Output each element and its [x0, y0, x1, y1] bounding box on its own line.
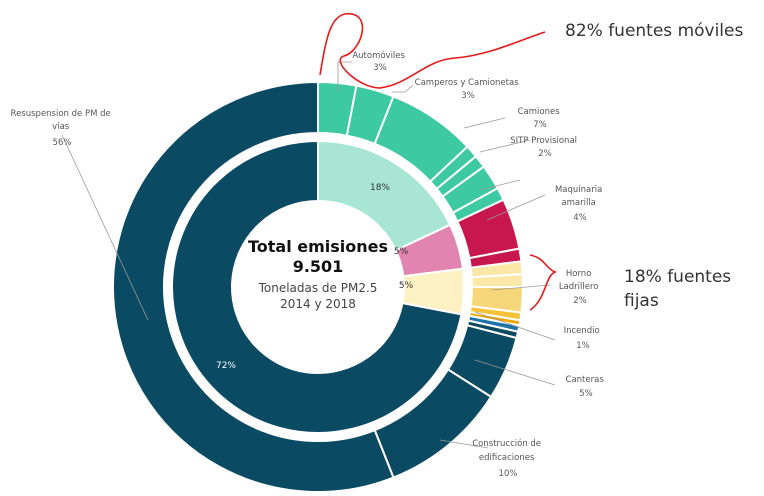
fixed-sources-annotation-line1: 18% fuentes: [624, 267, 731, 287]
label-camperos: Camperos y Camionetas 3%: [415, 78, 522, 101]
annotation-curves: [319, 12, 558, 311]
center-value: 9.501: [293, 257, 344, 276]
leader-lines: [61, 61, 556, 449]
label-construccion: Construcción de edificaciones 10%: [472, 438, 544, 479]
label-resuspension: Resuspension de PM de vías 56%: [11, 109, 114, 148]
label-automoviles: Automóviles 3%: [352, 50, 407, 73]
center-title: Total emisiones: [248, 237, 388, 256]
label-horno: Horno Ladrillero 2%: [559, 269, 601, 306]
label-camiones: Camiones 7%: [518, 107, 563, 130]
inner-ring: [171, 139, 465, 434]
outer-ring-slice: [470, 273, 525, 288]
center-hole: [232, 201, 404, 373]
label-sitp: SITP Provisional 2%: [510, 136, 579, 159]
mobile-sources-annotation: 82% fuentes móviles: [565, 21, 743, 41]
fixed-sources-annotation-line2: fijas: [624, 291, 659, 311]
outer-ring: [112, 80, 525, 493]
inner-pct-label: 5%: [399, 281, 414, 291]
label-maquinaria: Maquinaria amarilla 4%: [555, 185, 605, 223]
center-years: 2014 y 2018: [280, 297, 356, 311]
label-canteras: Canteras 5%: [566, 375, 607, 399]
inner-pct-label: 18%: [370, 183, 390, 193]
outer-ring-slice: [112, 80, 395, 493]
inner-pct-label: 72%: [216, 361, 236, 371]
label-incendio: Incendio 1%: [564, 326, 603, 351]
inner-pct-label: 5%: [394, 247, 409, 257]
center-unit: Toneladas de PM2.5: [258, 281, 378, 295]
